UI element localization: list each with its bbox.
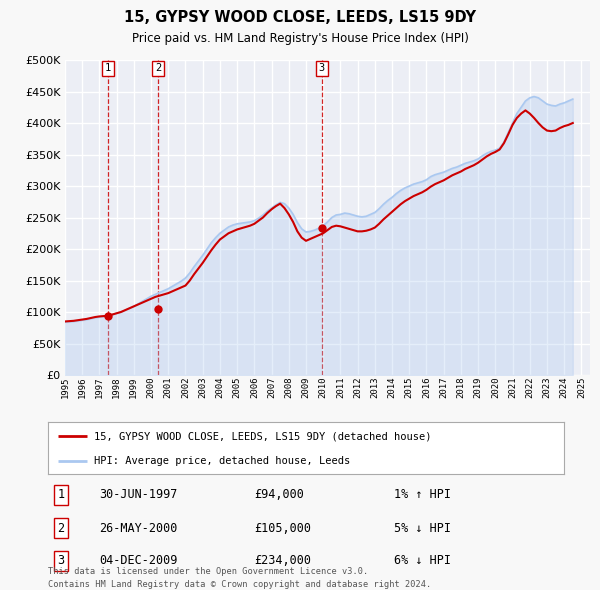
Text: HPI: Average price, detached house, Leeds: HPI: Average price, detached house, Leed… <box>94 456 350 466</box>
Text: This data is licensed under the Open Government Licence v3.0.: This data is licensed under the Open Gov… <box>48 567 368 576</box>
Text: 1% ↑ HPI: 1% ↑ HPI <box>394 489 451 502</box>
Text: 5% ↓ HPI: 5% ↓ HPI <box>394 522 451 535</box>
Text: Contains HM Land Registry data © Crown copyright and database right 2024.: Contains HM Land Registry data © Crown c… <box>48 580 431 589</box>
Text: 3: 3 <box>58 555 64 568</box>
Text: £234,000: £234,000 <box>254 555 311 568</box>
Text: 3: 3 <box>319 63 325 73</box>
Text: 6% ↓ HPI: 6% ↓ HPI <box>394 555 451 568</box>
Text: 26-MAY-2000: 26-MAY-2000 <box>100 522 178 535</box>
Text: £94,000: £94,000 <box>254 489 304 502</box>
Text: 15, GYPSY WOOD CLOSE, LEEDS, LS15 9DY (detached house): 15, GYPSY WOOD CLOSE, LEEDS, LS15 9DY (d… <box>94 431 432 441</box>
Text: 1: 1 <box>105 63 111 73</box>
Text: 04-DEC-2009: 04-DEC-2009 <box>100 555 178 568</box>
Text: 2: 2 <box>58 522 64 535</box>
Text: £105,000: £105,000 <box>254 522 311 535</box>
Text: 2: 2 <box>155 63 161 73</box>
Text: 1: 1 <box>58 489 64 502</box>
Text: 15, GYPSY WOOD CLOSE, LEEDS, LS15 9DY: 15, GYPSY WOOD CLOSE, LEEDS, LS15 9DY <box>124 10 476 25</box>
Text: Price paid vs. HM Land Registry's House Price Index (HPI): Price paid vs. HM Land Registry's House … <box>131 32 469 45</box>
Text: 30-JUN-1997: 30-JUN-1997 <box>100 489 178 502</box>
